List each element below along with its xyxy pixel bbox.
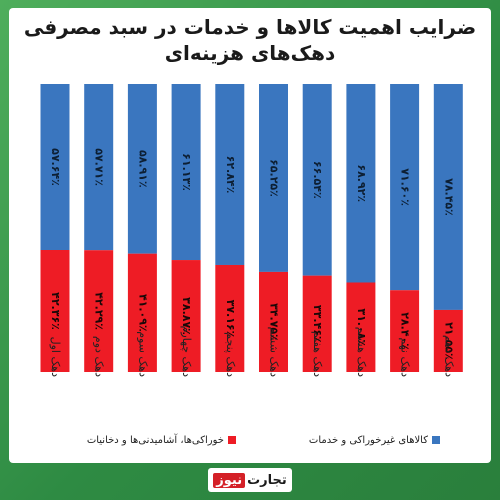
- x-tick-label: دهک سوم: [136, 331, 149, 377]
- bar-segment-nonfood: [40, 84, 70, 251]
- data-label-food: ۲۱.۵۵٪: [442, 322, 455, 360]
- data-label-food: ۳۳.۴۶٪: [311, 305, 324, 343]
- data-label-food: ۴۱.۰۹٪: [136, 294, 149, 332]
- bar-segment-nonfood: [302, 84, 332, 276]
- data-label-nonfood: ۶۵.۲۵٪: [268, 159, 281, 197]
- chart-title: ضرایب اهمیت کالاها و خدمات در سبد مصرفی …: [0, 14, 500, 66]
- x-tick-label: دهک دهم: [442, 335, 455, 377]
- data-label-food: ۳۴.۷۵٪: [268, 303, 281, 341]
- bar-segment-nonfood: [84, 84, 114, 251]
- legend-swatch-food: [228, 436, 236, 444]
- bar-segment-food: [84, 250, 114, 372]
- x-tick-label: دهک پنجم: [224, 332, 237, 377]
- title-line-1: ضرایب اهمیت کالاها و خدمات در سبد مصرفی: [23, 15, 477, 39]
- x-tick-label: دهک هشتم: [355, 327, 368, 377]
- data-label-food: ۳۱.۰۸٪: [355, 308, 368, 346]
- bar-segment-food: [390, 290, 420, 372]
- brand-part-1: تجارت: [247, 472, 287, 488]
- data-label-nonfood: ۷۱.۶۰٪: [399, 168, 412, 206]
- x-tick-label: دهک چهارم: [180, 326, 193, 377]
- bar-segment-food: [433, 309, 463, 372]
- data-label-nonfood: ۶۸.۹۲٪: [355, 164, 368, 202]
- bar-segment-nonfood: [171, 84, 201, 261]
- bar-segment-food: [40, 250, 70, 372]
- bar-segment-nonfood: [259, 84, 288, 272]
- data-label-food: ۲۸.۴۰٪: [399, 312, 412, 350]
- data-label-nonfood: ۵۸.۹۱٪: [136, 150, 149, 188]
- data-label-food: ۳۸.۸۷٪: [180, 297, 193, 335]
- x-tick-label: دهک هفتم: [311, 331, 324, 377]
- bar-segment-nonfood: [346, 84, 376, 283]
- x-tick-label: دهک اول: [49, 337, 62, 378]
- data-label-nonfood: ۶۲.۸۴٪: [224, 156, 237, 194]
- x-tick-label: دهک نهم: [399, 338, 412, 378]
- bar-segment-nonfood: [127, 84, 157, 254]
- bar-segment-food: [302, 275, 332, 372]
- data-label-food: ۴۲.۳۶٪: [49, 292, 62, 330]
- bar-segment-food: [215, 264, 245, 372]
- legend-label-food: خوراکی‌ها، آشامیدنی‌ها و دخانیات: [87, 433, 224, 446]
- x-tick-label: دهک ششم: [268, 327, 281, 377]
- data-label-nonfood: ۶۶.۵۴٪: [311, 161, 324, 199]
- bar-segment-food: [346, 282, 376, 372]
- title-line-2: دهک‌های هزینه‌ای: [164, 41, 336, 65]
- bar-segment-food: [171, 260, 201, 372]
- x-tick-label: دهک دوم: [93, 336, 106, 377]
- brand-logo: تجارت نیوز: [208, 468, 292, 492]
- bar-segment-nonfood: [390, 84, 420, 291]
- data-label-food: ۴۲.۲۹٪: [93, 292, 106, 330]
- data-label-nonfood: ۷۸.۴۵٪: [442, 178, 455, 216]
- bar-segment-food: [127, 253, 157, 372]
- data-label-nonfood: ۵۷.۷۱٪: [93, 148, 106, 186]
- data-label-nonfood: ۶۱.۱۳٪: [180, 153, 193, 191]
- bar-segment-nonfood: [433, 84, 463, 310]
- brand-part-2: نیوز: [213, 472, 246, 488]
- legend-label-nonfood: کالاهای غیرخوراکی و خدمات: [309, 435, 428, 446]
- data-label-food: ۳۷.۱۶٪: [224, 300, 237, 338]
- bar-segment-nonfood: [215, 84, 245, 265]
- bar-segment-food: [259, 271, 288, 372]
- data-label-nonfood: ۵۷.۶۴٪: [49, 148, 62, 186]
- legend-swatch-nonfood: [432, 436, 440, 444]
